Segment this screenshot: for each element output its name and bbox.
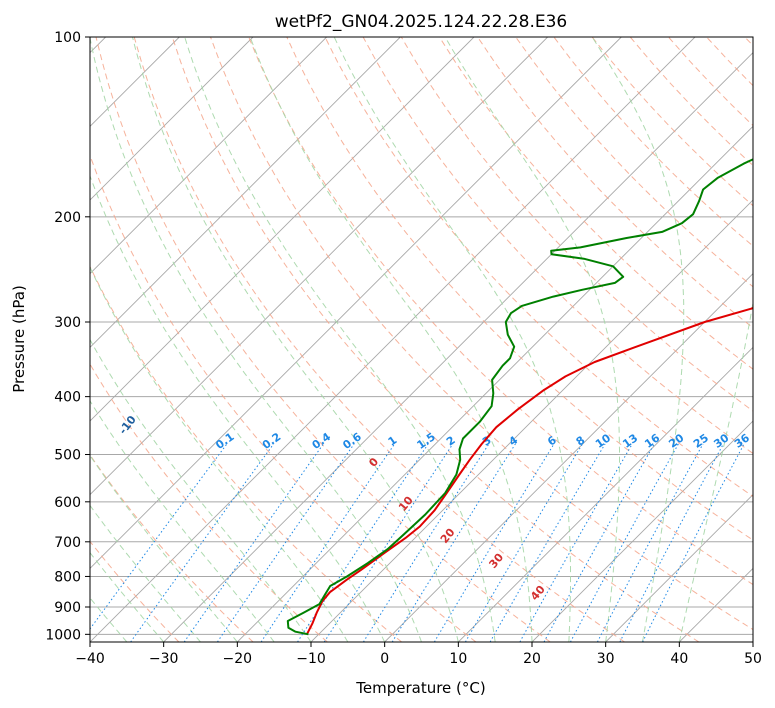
- mixing-ratio-line: [489, 443, 606, 642]
- mixing-ratio-line: [596, 443, 704, 642]
- mixing-ratio-line: [362, 443, 490, 642]
- x-tick-label: 10: [449, 651, 467, 667]
- moist-adiabat-line: [90, 400, 275, 642]
- mixing-ratio-line: [183, 443, 324, 642]
- y-tick-label: 1000: [45, 627, 81, 643]
- moist-adiabat-line: [591, 37, 685, 642]
- grid-layer: [90, 37, 753, 642]
- dry-adiabat-line: [362, 37, 753, 455]
- moist-adiabat-line: [90, 454, 238, 642]
- dry-adiabat-line: [248, 37, 753, 586]
- dry-adiabat-line: [286, 37, 753, 541]
- isotherm-line: [90, 37, 327, 275]
- isotherm-line: [384, 273, 753, 642]
- isotherm-line: [90, 37, 254, 201]
- moist-adiabat-line: [90, 37, 422, 642]
- x-tick-label: −30: [149, 651, 179, 667]
- isotherm-line: [458, 346, 753, 642]
- isotherm-line: [90, 37, 696, 642]
- dry-adiabat-line: [400, 37, 753, 412]
- moist-adiabat-line: [90, 504, 201, 642]
- y-tick-label: 100: [54, 30, 81, 46]
- dry-adiabat-line: [133, 37, 625, 642]
- plot-area: 0.10.20.40.611.52346810131620253036-100-…: [90, 37, 753, 642]
- moist-adiabat-line: [90, 174, 386, 642]
- x-tick-label: −40: [75, 651, 105, 667]
- x-tick-label: 30: [597, 651, 615, 667]
- y-tick-label: 500: [54, 448, 81, 464]
- dry-adiabats: [90, 37, 753, 642]
- moist-adiabat-line: [444, 37, 620, 642]
- mixing-ratio-line: [216, 443, 355, 642]
- sounding-series: [286, 158, 753, 636]
- mixing-ratio-line: [130, 443, 275, 642]
- moist-adiabat-line: [333, 37, 571, 642]
- y-tick-label: 900: [54, 600, 81, 616]
- chart-title: wetPf2_GN04.2025.124.22.28.E36: [275, 12, 567, 32]
- dry-adiabat-line: [90, 363, 328, 642]
- mixing-ratio-line: [464, 443, 583, 642]
- dry-adiabat-line: [171, 37, 700, 642]
- x-tick-label: 40: [670, 651, 688, 667]
- x-axis: −40 −30 −20 −10 0 10 20 30 40 50: [75, 642, 762, 667]
- moist-adiabats: [90, 37, 753, 642]
- y-tick-label: 700: [54, 535, 81, 551]
- isotherm-line: [90, 37, 548, 496]
- y-tick-label: 200: [54, 210, 81, 226]
- x-tick-label: 0: [380, 651, 389, 667]
- moist-adiabat-line: [132, 37, 459, 642]
- moist-adiabat-line: [90, 597, 128, 642]
- dewpoint-profile-line: [286, 158, 753, 636]
- dry-adiabat-line: [95, 37, 551, 642]
- moist-adiabat-line: [678, 299, 753, 642]
- x-axis-label: Temperature (°C): [355, 679, 485, 697]
- dry-adiabat-line: [324, 37, 753, 498]
- isotherm-line: [163, 52, 753, 642]
- dry-adiabat-line: [90, 453, 254, 642]
- mixing-ratio-line: [323, 443, 454, 642]
- moist-adiabat-line: [249, 37, 533, 642]
- x-tick-label: −20: [223, 651, 253, 667]
- dry-adiabat-line: [210, 37, 753, 631]
- isotherm-line: [605, 494, 753, 642]
- moist-adiabat-line: [90, 266, 349, 642]
- x-tick-label: −10: [296, 651, 326, 667]
- y-tick-label: 400: [54, 390, 81, 406]
- mixing-ratio-line: [391, 443, 516, 642]
- isotherm-line: [90, 37, 401, 348]
- dry-adiabat-line: [90, 153, 477, 642]
- x-tick-label: 20: [523, 651, 541, 667]
- isotherm-line: [310, 199, 753, 642]
- y-tick-label: 600: [54, 495, 81, 511]
- y-axis: 100 200 300 400 500 600 700 800 900 1000: [45, 30, 90, 643]
- plot-frame: [89, 36, 754, 643]
- y-tick-label: 300: [54, 315, 81, 331]
- y-axis-label: Pressure (hPa): [10, 285, 28, 393]
- mixing-ratio-line: [433, 443, 555, 642]
- mixing-ratio-lines: [90, 443, 745, 642]
- dry-adiabat-line: [515, 37, 753, 288]
- moist-adiabat-line: [90, 551, 165, 642]
- isotherm-line: [237, 125, 753, 642]
- temperature-profile-line: [306, 306, 753, 635]
- dry-adiabat-line: [438, 37, 753, 370]
- mixing-ratio-line: [260, 443, 396, 642]
- dry-adiabat-line: [90, 265, 403, 642]
- dry-adiabat-line: [477, 37, 753, 329]
- x-tick-label: 50: [744, 651, 762, 667]
- mixing-ratio-line: [297, 443, 429, 642]
- isotherm-line: [531, 420, 753, 642]
- y-tick-label: 800: [54, 569, 81, 585]
- mixing-ratio-line: [519, 443, 633, 642]
- moist-adiabat-line: [90, 338, 312, 642]
